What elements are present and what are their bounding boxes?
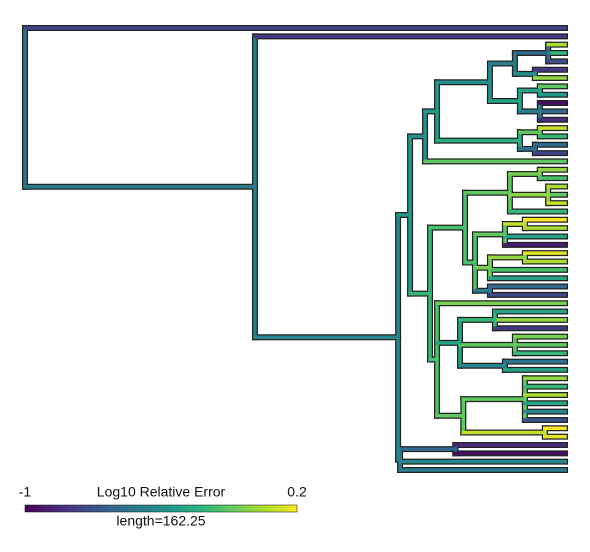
branch-outlines bbox=[22, 25, 568, 473]
tree-length: length=162.25 bbox=[116, 513, 205, 529]
colorbar-tick-label: 0.2 bbox=[287, 484, 307, 500]
colorbar bbox=[24, 504, 298, 513]
branches bbox=[23, 26, 567, 472]
colorbar-title: Log10 Relative Error bbox=[97, 484, 226, 500]
colorbar-tick-label: -1 bbox=[19, 484, 32, 500]
tree bbox=[22, 25, 568, 473]
